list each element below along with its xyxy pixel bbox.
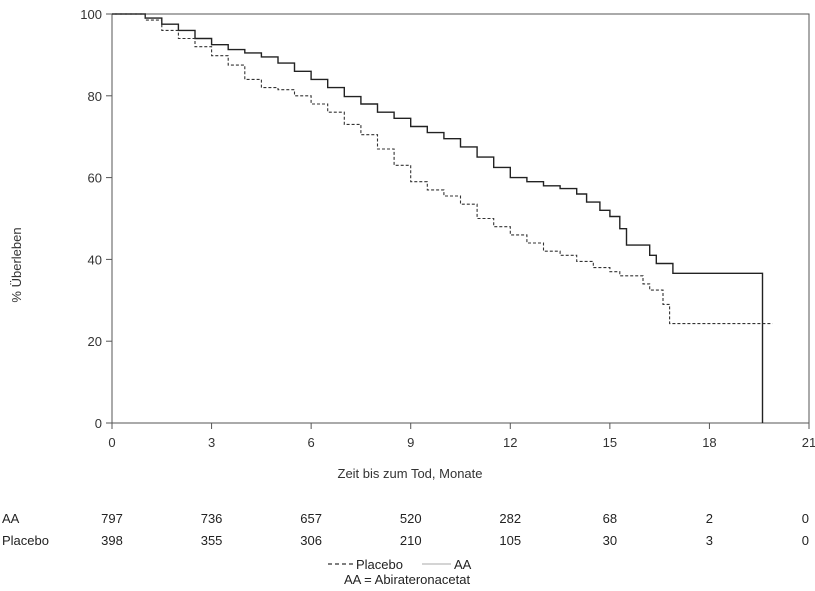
risk-table: AA 797 736 657 520 282 68 2 0 Placebo 398 355 306 210… (2, 511, 809, 548)
series-line-placebo (112, 13, 773, 325)
x-axis-title: Zeit bis zum Tod, Monate (338, 466, 483, 481)
x-axis: 0 3 6 9 12 15 18 21 (108, 423, 815, 450)
x-tick-label: 6 (308, 435, 315, 450)
y-axis: 0 20 40 60 80 100 (80, 7, 112, 431)
y-tick-label: 80 (88, 89, 102, 104)
x-tick-label: 21 (802, 435, 815, 450)
risk-cell: 736 (201, 511, 223, 526)
series-layer (112, 13, 773, 423)
x-tick-label: 3 (208, 435, 215, 450)
legend-aa-label: AA (454, 557, 472, 572)
risk-cell: 3 (706, 533, 713, 548)
risk-cell: 105 (499, 533, 521, 548)
risk-cell: 282 (499, 511, 521, 526)
x-tick-label: 15 (603, 435, 617, 450)
risk-row-label: AA (2, 511, 20, 526)
risk-cell: 398 (101, 533, 123, 548)
risk-cell: 30 (603, 533, 617, 548)
risk-cell: 0 (802, 533, 809, 548)
plot-frame (111, 13, 810, 424)
x-tick-label: 9 (407, 435, 414, 450)
risk-cell: 68 (603, 511, 617, 526)
risk-cell: 2 (706, 511, 713, 526)
legend-placebo-label: Placebo (356, 557, 403, 572)
x-tick-label: 0 (108, 435, 115, 450)
y-tick-label: 100 (80, 7, 102, 22)
risk-cell: 0 (802, 511, 809, 526)
risk-cell: 657 (300, 511, 322, 526)
risk-cell: 520 (400, 511, 422, 526)
y-tick-label: 60 (88, 171, 102, 186)
legend: Placebo AA (328, 557, 472, 572)
series-line-aa (112, 13, 764, 423)
risk-cell: 797 (101, 511, 123, 526)
risk-row-label: Placebo (2, 533, 49, 548)
x-tick-label: 12 (503, 435, 517, 450)
footnote: AA = Abirateronacetat (344, 572, 471, 587)
y-tick-label: 20 (88, 334, 102, 349)
x-tick-label: 18 (702, 435, 716, 450)
y-axis-title: % Überleben (9, 227, 24, 302)
y-tick-label: 40 (88, 252, 102, 267)
risk-cell: 355 (201, 533, 223, 548)
y-tick-label: 0 (95, 416, 102, 431)
risk-cell: 210 (400, 533, 422, 548)
risk-cell: 306 (300, 533, 322, 548)
